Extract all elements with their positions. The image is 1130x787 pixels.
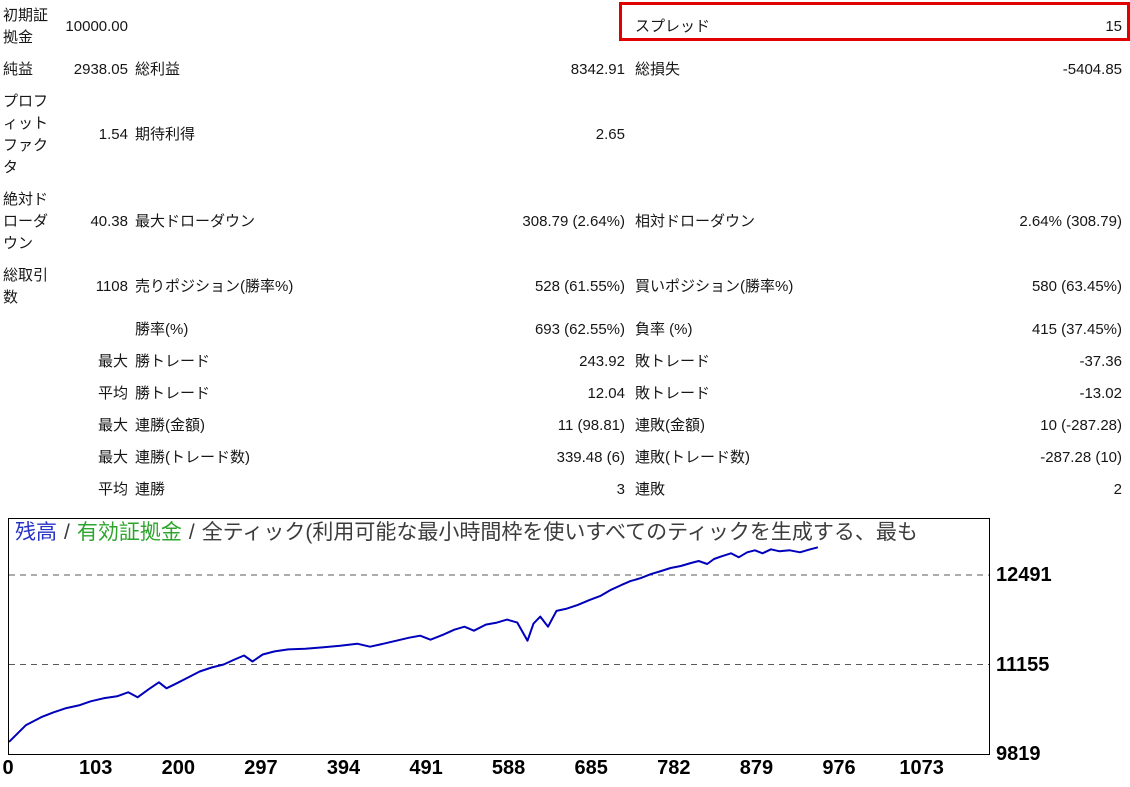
stat-label: 連勝 (135, 481, 166, 498)
table-row: 純益 2938.05 総利益 8342.91 総損失 -5404.85 (0, 54, 1122, 86)
x-axis-tick-label: 976 (822, 757, 856, 779)
table-row: 最大 勝トレード 243.92 敗トレード -37.36 (0, 346, 1122, 378)
stat-label: 連敗(トレード数) (635, 449, 750, 466)
stat-value: 415 (37.45%) (1031, 321, 1122, 338)
y-axis-tick-label: 11155 (996, 654, 1050, 676)
stat-value: 3 (616, 481, 625, 498)
stat-label: 買いポジション(勝率%) (635, 278, 794, 295)
x-axis-tick-label: 782 (657, 757, 691, 779)
table-row: 平均 勝トレード 12.04 敗トレード -13.02 (0, 378, 1122, 410)
stat-label: 売りポジション(勝率%) (135, 278, 294, 295)
balance-line (9, 546, 819, 743)
stat-value: 2938.05 (73, 61, 128, 78)
stat-label: 連勝(トレード数) (135, 449, 250, 466)
table-row: 絶対ドローダウン 40.38 最大ドローダウン 308.79 (2.64%) 相… (0, 184, 1122, 260)
x-axis-tick-label: 685 (574, 757, 608, 779)
stat-label: 期待利得 (135, 126, 196, 143)
x-axis-tick-label: 879 (739, 757, 774, 779)
stat-value: 243.92 (579, 353, 625, 370)
stat-value: 最大 (97, 353, 128, 370)
stat-label: 勝トレード (135, 385, 211, 402)
stat-label: 敗トレード (635, 353, 711, 370)
legend-separator: / (64, 521, 70, 544)
y-axis-tick-label: 12491 (996, 564, 1052, 586)
stat-value: -287.28 (10) (1040, 449, 1122, 466)
x-axis-labels: 0 103 200 297 394 491 588 685 782 879 976 1073 (2, 756, 1008, 786)
stat-value: -5404.85 (1062, 61, 1122, 78)
stats-table: 初期証拠金 10000.00 スプレッド 15 純益 2938.05 総利益 8… (0, 0, 1122, 506)
table-row: 平均 連勝 3 連敗 2 (0, 474, 1122, 506)
stat-label: プロフィットファクタ (3, 93, 49, 176)
stat-value: 580 (63.45%) (1031, 278, 1122, 295)
stat-value: 1108 (95, 278, 128, 295)
stat-label: 絶対ドローダウン (3, 191, 49, 252)
stat-value: 2.64% (308.79) (1019, 213, 1122, 230)
stat-value: 8342.91 (570, 61, 625, 78)
stat-value: 平均 (97, 481, 128, 498)
spread-highlight-box (619, 2, 1130, 41)
stat-label: 最大ドローダウン (135, 213, 256, 230)
stat-label: 総利益 (135, 61, 181, 78)
stat-value: 最大 (97, 449, 128, 466)
table-row: 最大 連勝(トレード数) 339.48 (6) 連敗(トレード数) -287.2… (0, 442, 1122, 474)
x-axis-tick-label: 588 (491, 757, 526, 779)
x-axis-tick-label: 1073 (899, 757, 944, 779)
stat-label: 負率 (%) (635, 321, 693, 338)
table-row: 初期証拠金 10000.00 スプレッド 15 (0, 0, 1122, 54)
stat-label: 相対ドローダウン (635, 213, 756, 230)
table-row: プロフィットファクタ 1.54 期待利得 2.65 (0, 86, 1122, 184)
table-row: 最大 連勝(金額) 11 (98.81) 連敗(金額) 10 (-287.28) (0, 410, 1122, 442)
stat-label: 初期証拠金 (3, 7, 49, 46)
x-axis-tick-label: 394 (326, 757, 361, 779)
stat-value: 12.04 (587, 385, 625, 402)
legend-tick-mode-label: 全ティック(利用可能な最小時間枠を使いすべてのティックを生成する、最も (201, 521, 918, 544)
y-axis-tick-label: 9819 (996, 743, 1041, 765)
y-axis-labels: 12491 11155 9819 (996, 0, 1130, 787)
x-axis-tick-label: 491 (409, 757, 443, 779)
stat-value: 528 (61.55%) (534, 278, 625, 295)
stat-value: 1.54 (98, 126, 128, 143)
stat-value: 平均 (97, 385, 128, 402)
stat-value: 40.38 (90, 213, 128, 230)
stat-value: 308.79 (2.64%) (522, 213, 625, 230)
stat-value: 最大 (97, 417, 128, 434)
stat-value: -13.02 (1079, 385, 1122, 402)
table-row: 総取引数 1108 売りポジション(勝率%) 528 (61.55%) 買いポジ… (0, 260, 1122, 314)
stat-label: 純益 (3, 61, 34, 78)
x-axis-tick-label: 200 (161, 757, 195, 779)
stat-value: 2.65 (595, 126, 625, 143)
chart-legend: 残高 / 有効証拠金 / 全ティック(利用可能な最小時間枠を使いすべてのティックを生成す… (15, 520, 989, 546)
stat-label: 連勝(金額) (135, 417, 205, 434)
stat-label: 連敗 (635, 481, 666, 498)
stat-value: 11 (98.81) (557, 417, 625, 434)
stat-label: 総損失 (635, 61, 681, 78)
stat-value: 10000.00 (65, 18, 128, 35)
stat-label: 勝トレード (135, 353, 211, 370)
stat-label: 勝率(%) (135, 321, 189, 338)
legend-equity-label: 有効証拠金 (76, 521, 182, 544)
stat-value: 10 (-287.28) (1040, 417, 1122, 434)
stat-label: 連敗(金額) (635, 417, 705, 434)
legend-separator: / (188, 521, 195, 544)
x-axis-tick-label: 103 (79, 757, 113, 779)
stat-value: 15 (1105, 18, 1122, 35)
x-axis-tick-label: 0 (2, 757, 14, 779)
balance-chart: 残高 / 有効証拠金 / 全ティック(利用可能な最小時間枠を使いすべてのティックを生成す… (8, 518, 990, 755)
balance-chart-svg (9, 546, 989, 743)
legend-balance-label: 残高 (15, 521, 57, 544)
stat-value: 339.48 (6) (556, 449, 625, 466)
stat-value: 693 (62.55%) (534, 321, 625, 338)
table-row: 勝率(%) 693 (62.55%) 負率 (%) 415 (37.45%) (0, 314, 1122, 346)
stat-label: スプレッド (635, 18, 711, 35)
x-axis-tick-label: 297 (244, 757, 278, 779)
stat-value: 2 (1113, 481, 1122, 498)
stat-label: 総取引数 (3, 267, 49, 306)
stat-value: -37.36 (1079, 353, 1122, 370)
stat-label: 敗トレード (635, 385, 711, 402)
